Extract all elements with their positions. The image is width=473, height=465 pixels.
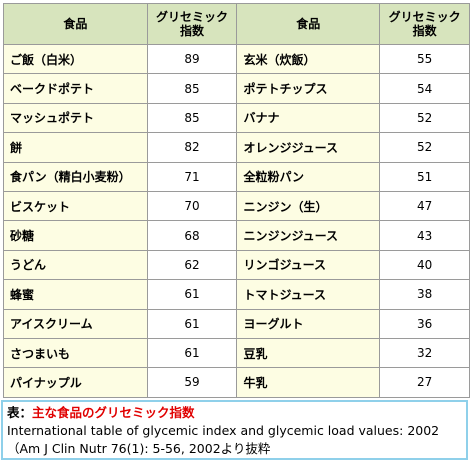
- food-name: 全粒粉パン: [236, 161, 381, 192]
- gi-value: 52: [379, 102, 470, 134]
- food-name: ニンジンジュース: [236, 220, 381, 251]
- food-name: ご飯（白米）: [3, 43, 148, 75]
- gi-value: 61: [146, 279, 238, 310]
- table-row: ご飯（白米） 89 玄米（炊飯） 55: [3, 43, 470, 75]
- table-row: うどん 62 リンゴジュース 40: [3, 249, 470, 281]
- food-name: トマトジュース: [236, 279, 381, 310]
- column-header: 食品: [3, 3, 148, 45]
- column-header: グリセミック 指数: [146, 3, 238, 45]
- food-name: 豆乳: [236, 337, 381, 369]
- gi-value: 38: [379, 279, 470, 310]
- food-name: さつまいも: [3, 337, 148, 369]
- column-header: グリセミック 指数: [379, 3, 470, 45]
- gi-value: 27: [379, 367, 470, 398]
- gi-table: 食品 グリセミック 指数 食品 グリセミック 指数 ご飯（白米） 89 玄米（炊飯） 55 ベ…: [3, 3, 470, 398]
- food-name: ニンジン（生）: [236, 190, 381, 222]
- gi-value: 55: [379, 43, 470, 75]
- food-name: 牛乳: [236, 367, 381, 398]
- table-row: 砂糖 68 ニンジンジュース 43: [3, 220, 470, 251]
- caption-heading: 表：主な食品のグリセミック指数: [7, 404, 466, 422]
- table-row: ベークドポテト 85 ポテトチップス 54: [3, 73, 470, 104]
- food-name: 玄米（炊飯）: [236, 43, 381, 75]
- food-name: ポテトチップス: [236, 73, 381, 104]
- food-name: マッシュポテト: [3, 102, 148, 134]
- table-row: さつまいも 61 豆乳 32: [3, 337, 470, 369]
- column-header: 食品: [236, 3, 381, 45]
- caption-label: 表：: [7, 405, 33, 420]
- food-name: 蜂蜜: [3, 279, 148, 310]
- caption-source: International table of glycemic index an…: [7, 423, 440, 438]
- gi-value: 43: [379, 220, 470, 251]
- gi-value: 36: [379, 308, 470, 339]
- gi-value: 54: [379, 73, 470, 104]
- food-name: オレンジジュース: [236, 132, 381, 163]
- food-name: 餅: [3, 132, 148, 163]
- gi-value: 68: [146, 220, 238, 251]
- gi-value: 71: [146, 161, 238, 192]
- table-row: ビスケット 70 ニンジン（生） 47: [3, 190, 470, 222]
- gi-value: 52: [379, 132, 470, 163]
- gi-value: 59: [146, 367, 238, 398]
- gi-value: 89: [146, 43, 238, 75]
- food-name: ヨーグルト: [236, 308, 381, 339]
- gi-value: 40: [379, 249, 470, 281]
- table-row: マッシュポテト 85 バナナ 52: [3, 102, 470, 134]
- food-name: バナナ: [236, 102, 381, 134]
- food-name: ベークドポテト: [3, 73, 148, 104]
- caption: 表：主な食品のグリセミック指数 International table of g…: [1, 400, 468, 460]
- food-name: リンゴジュース: [236, 249, 381, 281]
- table-row: 蜂蜜 61 トマトジュース 38: [3, 279, 470, 310]
- table-row: パイナップル 59 牛乳 27: [3, 367, 470, 398]
- food-name: 砂糖: [3, 220, 148, 251]
- food-name: アイスクリーム: [3, 308, 148, 339]
- food-name: ビスケット: [3, 190, 148, 222]
- food-name: 食パン（精白小麦粉）: [3, 161, 148, 192]
- gi-value: 85: [146, 73, 238, 104]
- gi-value: 47: [379, 190, 470, 222]
- gi-value: 82: [146, 132, 238, 163]
- gi-value: 51: [379, 161, 470, 192]
- gi-value: 61: [146, 308, 238, 339]
- gi-value: 85: [146, 102, 238, 134]
- gi-value: 62: [146, 249, 238, 281]
- header-row: 食品 グリセミック 指数 食品 グリセミック 指数: [3, 3, 470, 45]
- food-name: うどん: [3, 249, 148, 281]
- table-row: 食パン（精白小麦粉） 71 全粒粉パン 51: [3, 161, 470, 192]
- gi-value: 61: [146, 337, 238, 369]
- table-row: アイスクリーム 61 ヨーグルト 36: [3, 308, 470, 339]
- table-row: 餅 82 オレンジジュース 52: [3, 132, 470, 163]
- gi-value: 70: [146, 190, 238, 222]
- food-name: パイナップル: [3, 367, 148, 398]
- gi-value: 32: [379, 337, 470, 369]
- caption-source: （Am J Clin Nutr 76(1): 5-56, 2002より抜粋: [7, 441, 271, 456]
- caption-title: 主な食品のグリセミック指数: [32, 405, 195, 420]
